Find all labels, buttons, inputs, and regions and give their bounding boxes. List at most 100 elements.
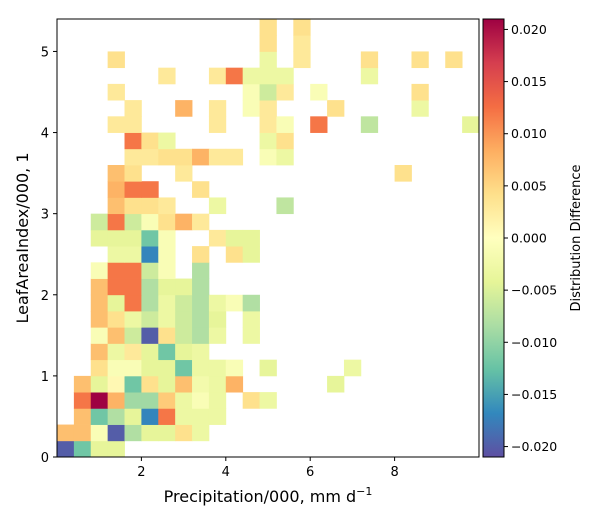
heatmap-cell bbox=[276, 132, 294, 150]
heatmap-cell bbox=[276, 116, 294, 133]
colorbar-ticks: 0.020 0.015 0.010 0.005 0.000 −0.005 −0.010 −0.… bbox=[504, 22, 557, 454]
heatmap-cell bbox=[208, 100, 227, 117]
heatmap-cell bbox=[259, 100, 277, 117]
heatmap-cell bbox=[293, 19, 311, 36]
colorbar-tick-label: 0.000 bbox=[511, 231, 547, 246]
colorbar-tick-label: −0.005 bbox=[511, 283, 557, 298]
heatmap-cell bbox=[175, 294, 193, 312]
heatmap-cell bbox=[208, 229, 227, 247]
heatmap-cell bbox=[141, 246, 159, 263]
heatmap-cell bbox=[124, 311, 142, 328]
heatmap-cell bbox=[141, 294, 159, 312]
heatmap-cell bbox=[90, 278, 109, 296]
heatmap-cell bbox=[107, 83, 125, 101]
heatmap-cell bbox=[141, 311, 159, 328]
heatmap-cell bbox=[192, 246, 210, 263]
heatmap-cell bbox=[242, 392, 260, 409]
heatmap-cell bbox=[158, 327, 176, 344]
heatmap-cell bbox=[208, 116, 227, 133]
heatmap-cell bbox=[124, 327, 142, 344]
heatmap-cell bbox=[327, 100, 345, 117]
heatmap-cell bbox=[242, 67, 260, 85]
heatmap-cell bbox=[158, 408, 176, 425]
heatmap-cell bbox=[90, 343, 109, 361]
x-axis-label: Precipitation/000, mm d−1 bbox=[164, 485, 373, 506]
heatmap-cell bbox=[73, 392, 92, 409]
heatmap-cell bbox=[225, 148, 244, 166]
heatmap-cell bbox=[141, 392, 159, 409]
colorbar-tick-label: −0.010 bbox=[511, 335, 557, 350]
heatmap-cell bbox=[175, 408, 193, 425]
heatmap-cell bbox=[242, 83, 260, 101]
heatmap-cell bbox=[90, 375, 109, 393]
heatmap-cell bbox=[360, 51, 379, 69]
y-tick-label: 1 bbox=[41, 370, 49, 385]
heatmap-cell bbox=[192, 213, 210, 231]
heatmap-cell bbox=[175, 100, 193, 117]
heatmap-cell bbox=[259, 35, 277, 52]
heatmap-cell bbox=[175, 311, 193, 328]
heatmap-cell bbox=[208, 148, 227, 166]
heatmap-cell bbox=[175, 343, 193, 361]
heatmap-cell bbox=[124, 359, 142, 377]
heatmap-cell bbox=[158, 213, 176, 231]
heatmap-cell bbox=[225, 229, 244, 247]
heatmap-cell bbox=[411, 83, 429, 101]
heatmap-cell bbox=[107, 440, 125, 458]
heatmap-cell bbox=[158, 392, 176, 409]
heatmap-cell bbox=[141, 327, 159, 344]
heatmap-cell bbox=[208, 408, 227, 425]
heatmap-cell bbox=[90, 327, 109, 344]
heatmap-cell bbox=[276, 197, 294, 215]
heatmap-cell bbox=[141, 359, 159, 377]
x-tick-label: 2 bbox=[137, 465, 145, 480]
heatmap-cell bbox=[293, 51, 311, 69]
heatmap-cell bbox=[158, 375, 176, 393]
heatmap-cell bbox=[107, 181, 125, 198]
heatmap-cell bbox=[208, 375, 227, 393]
heatmap-cell bbox=[124, 278, 142, 296]
heatmap-cell bbox=[175, 148, 193, 166]
heatmap-cell bbox=[73, 440, 92, 458]
heatmap-cell bbox=[242, 311, 260, 328]
y-axis-ticks: 0 1 2 3 4 5 bbox=[41, 45, 57, 466]
heatmap-cell bbox=[158, 278, 176, 296]
heatmap-cell bbox=[242, 229, 260, 247]
heatmap-cell bbox=[208, 67, 227, 85]
heatmap-cell bbox=[192, 181, 210, 198]
heatmap-cell bbox=[208, 294, 227, 312]
heatmap-cell bbox=[394, 165, 412, 182]
heatmap-cell bbox=[107, 359, 125, 377]
heatmap-cell bbox=[124, 375, 142, 393]
heatmap-cell bbox=[192, 148, 210, 166]
heatmap-cell bbox=[124, 408, 142, 425]
heatmap-cell bbox=[107, 343, 125, 361]
heatmap-cells bbox=[57, 19, 480, 458]
heatmap-cell bbox=[141, 181, 159, 198]
heatmap-cell bbox=[192, 408, 210, 425]
heatmap-cell bbox=[141, 132, 159, 150]
heatmap-cell bbox=[124, 116, 142, 133]
heatmap-cell bbox=[310, 116, 328, 133]
heatmap-cell bbox=[90, 294, 109, 312]
heatmap-cell bbox=[124, 132, 142, 150]
heatmap-cell bbox=[107, 116, 125, 133]
heatmap-cell bbox=[107, 311, 125, 328]
heatmap-cell bbox=[208, 327, 227, 344]
heatmap-cell bbox=[124, 229, 142, 247]
heatmap-cell bbox=[158, 229, 176, 247]
heatmap-cell bbox=[124, 294, 142, 312]
plot-area-frame bbox=[56, 18, 480, 458]
heatmap-cell bbox=[310, 83, 328, 101]
heatmap-cell bbox=[124, 343, 142, 361]
heatmap-cell bbox=[107, 51, 125, 69]
heatmap-cell bbox=[73, 408, 92, 425]
heatmap-cell bbox=[192, 359, 210, 377]
heatmap-cell bbox=[259, 83, 277, 101]
heatmap-cell bbox=[360, 67, 379, 85]
heatmap-cell bbox=[225, 246, 244, 263]
heatmap-cell bbox=[107, 197, 125, 215]
heatmap-cell bbox=[158, 294, 176, 312]
heatmap-cell bbox=[141, 343, 159, 361]
